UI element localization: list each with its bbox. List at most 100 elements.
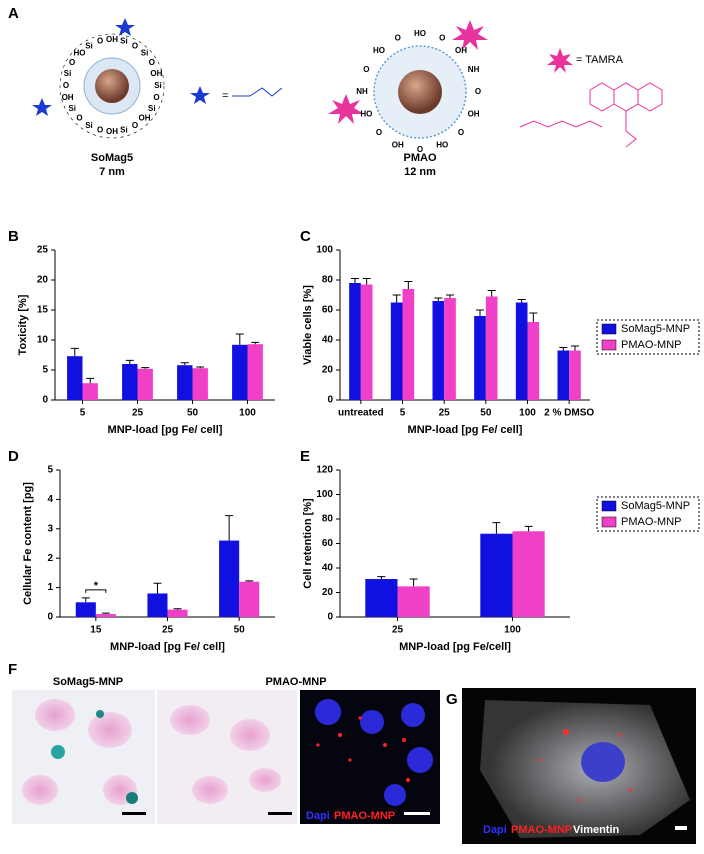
y-axis-label: Viable cells [%] [302, 285, 314, 365]
atom-label: O [63, 81, 69, 90]
atom-label: OH [62, 93, 74, 102]
atom-label: O [69, 58, 75, 67]
y-tick-label: 4 [47, 494, 53, 505]
error-bar [180, 362, 189, 366]
bar [485, 296, 498, 400]
x-tick-label: 50 [234, 625, 246, 636]
atom-label: O [475, 87, 481, 96]
error-bar [362, 278, 371, 285]
atom-label: HO [414, 29, 426, 38]
atom-label: OH [106, 127, 118, 136]
x-axis-label: MNP-load [pg Fe/ cell] [408, 424, 523, 436]
pmao-particle [328, 20, 488, 139]
bar [192, 368, 208, 400]
legend-label: PMAO-MNP [621, 516, 682, 528]
error-bar [571, 345, 579, 351]
legend-swatch [601, 339, 617, 351]
atom-label: Si [64, 69, 72, 78]
y-tick-label: 80 [322, 514, 334, 525]
x-tick-label: 25 [132, 408, 144, 419]
error-bar [524, 525, 533, 532]
atom-label: O [76, 114, 82, 123]
error-bar [351, 278, 359, 283]
stain-label: Vimentin [573, 824, 620, 836]
microscopy-g [462, 688, 696, 844]
x-tick-label: 15 [90, 625, 102, 636]
panel-label: E [300, 448, 310, 465]
atom-label: HO [436, 141, 448, 150]
bar [75, 602, 96, 617]
y-tick-label: 0 [47, 612, 53, 623]
error-bar [86, 377, 95, 384]
error-bar [245, 580, 254, 582]
x-axis-label: MNP-load [pg Fe/cell] [399, 641, 511, 653]
atom-label: O [132, 41, 138, 50]
x-tick-label: 100 [239, 408, 256, 419]
x-tick-label: 25 [392, 625, 404, 636]
error-bar [434, 297, 443, 301]
bar [402, 289, 415, 400]
y-axis-label: Cell retention [%] [302, 498, 314, 589]
atom-label: O [363, 65, 369, 74]
error-bar [173, 608, 182, 610]
bar [232, 344, 248, 400]
atom-label: HO [360, 109, 372, 118]
x-tick-label: 5 [80, 408, 86, 419]
y-tick-label: 5 [47, 465, 53, 476]
x-tick-label: 5 [400, 408, 406, 419]
atom-label: NH [356, 87, 368, 96]
atom-label: OH [468, 109, 480, 118]
y-tick-label: 20 [322, 365, 334, 376]
x-tick-label: 100 [504, 625, 521, 636]
atom-label: O [97, 126, 103, 135]
y-tick-label: 0 [42, 395, 48, 406]
atom-label: O [439, 34, 445, 43]
stain-label: PMAO-MNP [511, 824, 572, 836]
bar [444, 298, 456, 400]
y-tick-label: 0 [327, 395, 333, 406]
panel-label: D [8, 448, 19, 465]
y-tick-label: 1 [47, 582, 53, 593]
phosphonate-legend: = [190, 86, 283, 104]
error-bar [476, 309, 484, 316]
bar [474, 316, 486, 400]
tamra-legend: = TAMRA [519, 48, 663, 148]
y-tick-label: 20 [322, 587, 334, 598]
error-bar [517, 299, 526, 303]
y-tick-label: 100 [316, 245, 333, 256]
bar [82, 383, 98, 400]
bar [365, 579, 398, 617]
x-tick-label: 50 [480, 408, 492, 419]
bar [219, 540, 240, 617]
atom-label: O [376, 128, 382, 137]
error-bar [446, 294, 454, 298]
somag5-particle [32, 18, 165, 139]
error-bar [409, 578, 418, 587]
atom-label: OH [150, 69, 162, 78]
atom-label: OH [139, 114, 151, 123]
legend-swatch [601, 500, 617, 512]
y-axis-label: Cellular Fe content [pg] [22, 482, 34, 605]
particle-name: PMAO [404, 152, 437, 164]
atom-label: O [153, 93, 159, 102]
bar [390, 302, 403, 400]
atom-label: Si [68, 104, 76, 113]
y-tick-label: 60 [322, 305, 334, 316]
x-tick-label: 25 [162, 625, 174, 636]
bar [569, 350, 581, 400]
particle-size: 7 nm [99, 166, 125, 178]
bar [122, 364, 138, 400]
bar [247, 344, 263, 400]
bar [515, 302, 528, 400]
stain-label: Dapi [306, 810, 330, 822]
phosphonate-eq: = [222, 90, 228, 102]
error-bar [81, 597, 90, 603]
y-tick-label: 20 [37, 275, 49, 286]
panel-label: C [300, 228, 311, 245]
bar [147, 593, 168, 617]
error-bar [392, 294, 401, 303]
error-bar [559, 347, 568, 351]
y-tick-label: 2 [47, 553, 53, 564]
atom-label: O [149, 58, 155, 67]
